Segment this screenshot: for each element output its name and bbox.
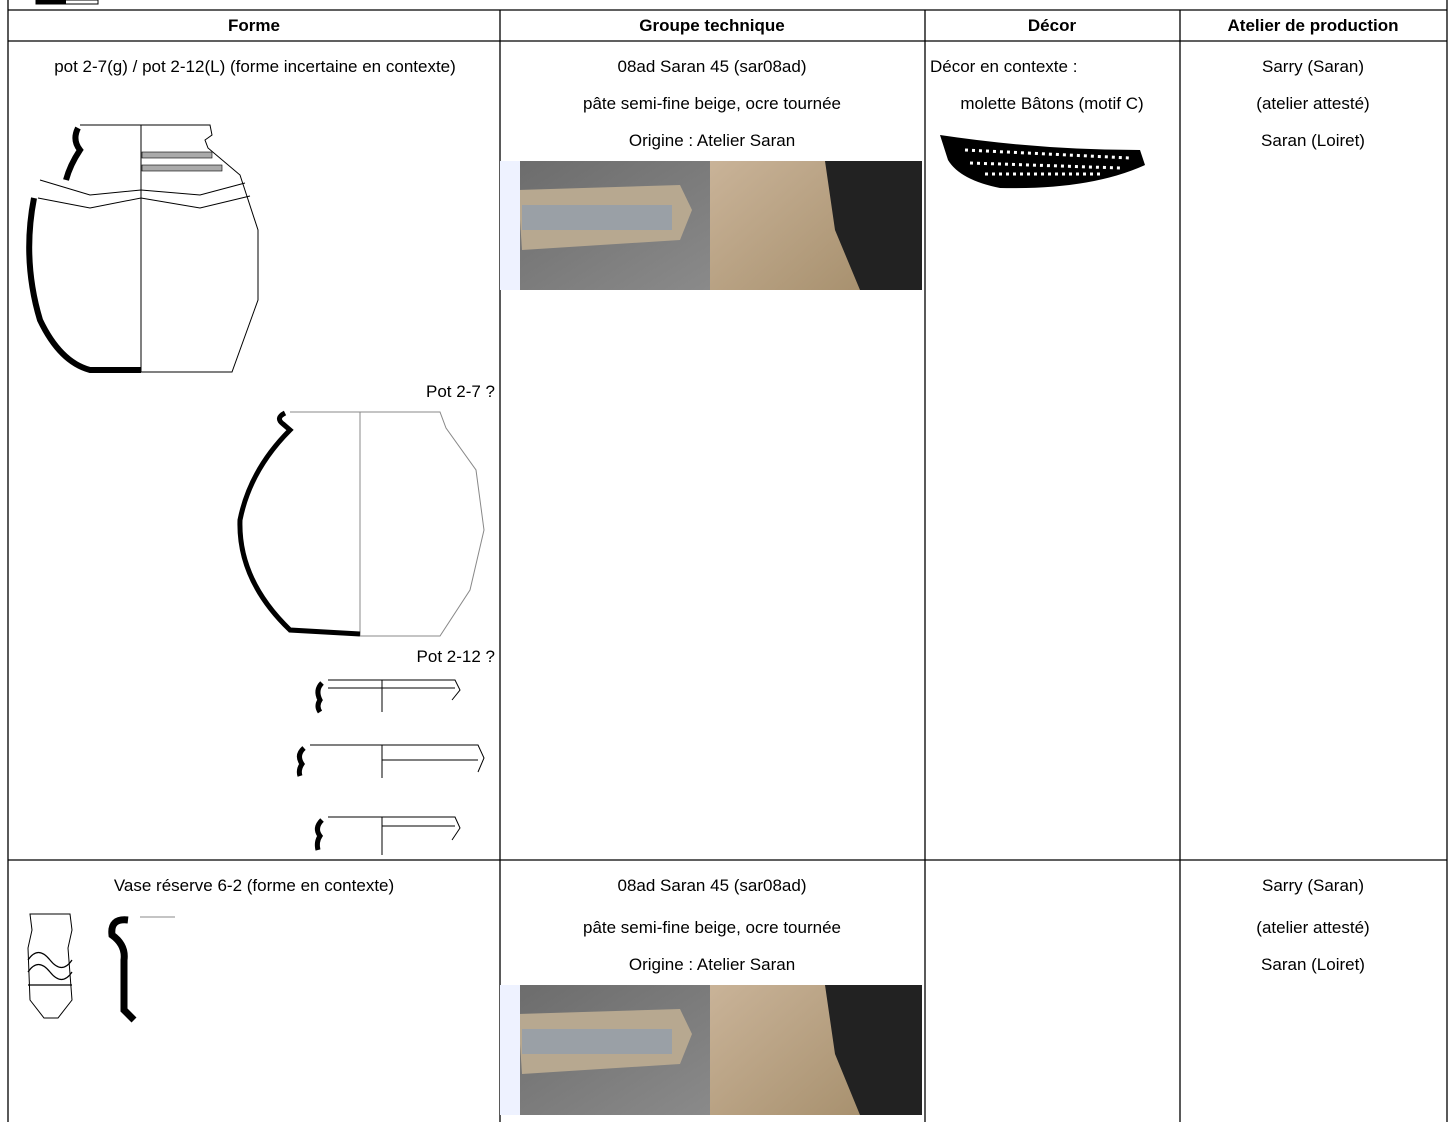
- profile: [26, 197, 141, 373]
- pot-drawing: [237, 410, 485, 637]
- forme-text: pot 2-7(g) / pot 2-12(L) (forme incertai…: [54, 57, 456, 76]
- groupe-line: pâte semi-fine beige, ocre tournée: [583, 94, 841, 113]
- outline: [328, 816, 461, 855]
- profile: [237, 410, 361, 637]
- core: [522, 1029, 672, 1054]
- header-cell: Atelier de production: [1227, 16, 1399, 35]
- scale-fill: [36, 0, 66, 4]
- scale-icon: [35, 0, 99, 5]
- figure-label: Pot 2-12 ?: [416, 647, 495, 666]
- outline: [310, 744, 485, 778]
- ruler: [500, 985, 520, 1115]
- header-cell: Décor: [1027, 16, 1077, 35]
- rim: [315, 679, 461, 714]
- pot-drawing: [26, 124, 259, 373]
- atelier-line: Sarry (Saran): [1261, 57, 1365, 76]
- sherd-surface: [710, 985, 860, 1115]
- rim-drawings: [296, 679, 485, 855]
- figure-label: Pot 2-7 ?: [426, 382, 495, 401]
- atelier-line: Saran (Loiret): [1261, 131, 1365, 150]
- outline: [328, 679, 461, 712]
- profile: [108, 916, 137, 1023]
- vase-drawing: [27, 913, 175, 1023]
- break-line: [37, 195, 251, 209]
- band: [141, 164, 223, 172]
- groupe-line: 08ad Saran 45 (sar08ad): [617, 57, 807, 76]
- header-cell: Groupe technique: [639, 16, 785, 35]
- groupe-line: 08ad Saran 45 (sar08ad): [617, 876, 807, 895]
- roulette: [940, 135, 1145, 189]
- rim: [63, 126, 84, 181]
- forme-text: Vase réserve 6-2 (forme en contexte): [113, 876, 395, 895]
- atelier-line: (atelier attesté): [1256, 918, 1370, 937]
- header-cell: Forme: [228, 16, 280, 35]
- groupe-line: pâte semi-fine beige, ocre tournée: [583, 918, 841, 937]
- decor-line: Décor en contexte :: [930, 57, 1078, 76]
- rim: [314, 816, 461, 855]
- atelier-line: Saran (Loiret): [1261, 955, 1365, 974]
- decor-image: [940, 135, 1145, 189]
- photo: [500, 161, 922, 290]
- groupe-line: Origine : Atelier Saran: [628, 955, 796, 974]
- decor-line: molette Bâtons (motif C): [960, 94, 1144, 113]
- band: [141, 151, 213, 159]
- outline: [80, 124, 259, 373]
- ruler: [500, 161, 520, 290]
- profile: [315, 681, 324, 714]
- outline: [290, 411, 485, 637]
- groupe-line: Origine : Atelier Saran: [628, 131, 796, 150]
- photo: [500, 985, 922, 1115]
- decor-lines: [27, 951, 73, 986]
- profile: [314, 818, 324, 851]
- outline: [27, 913, 73, 1019]
- atelier-line: (atelier attesté): [1256, 94, 1370, 113]
- profile: [296, 746, 306, 777]
- break-line: [39, 179, 246, 196]
- sherd-surface: [710, 161, 860, 290]
- roulette-marks: [964, 148, 1131, 176]
- atelier-line: Sarry (Saran): [1261, 876, 1365, 895]
- core: [522, 205, 672, 230]
- rim: [296, 744, 485, 778]
